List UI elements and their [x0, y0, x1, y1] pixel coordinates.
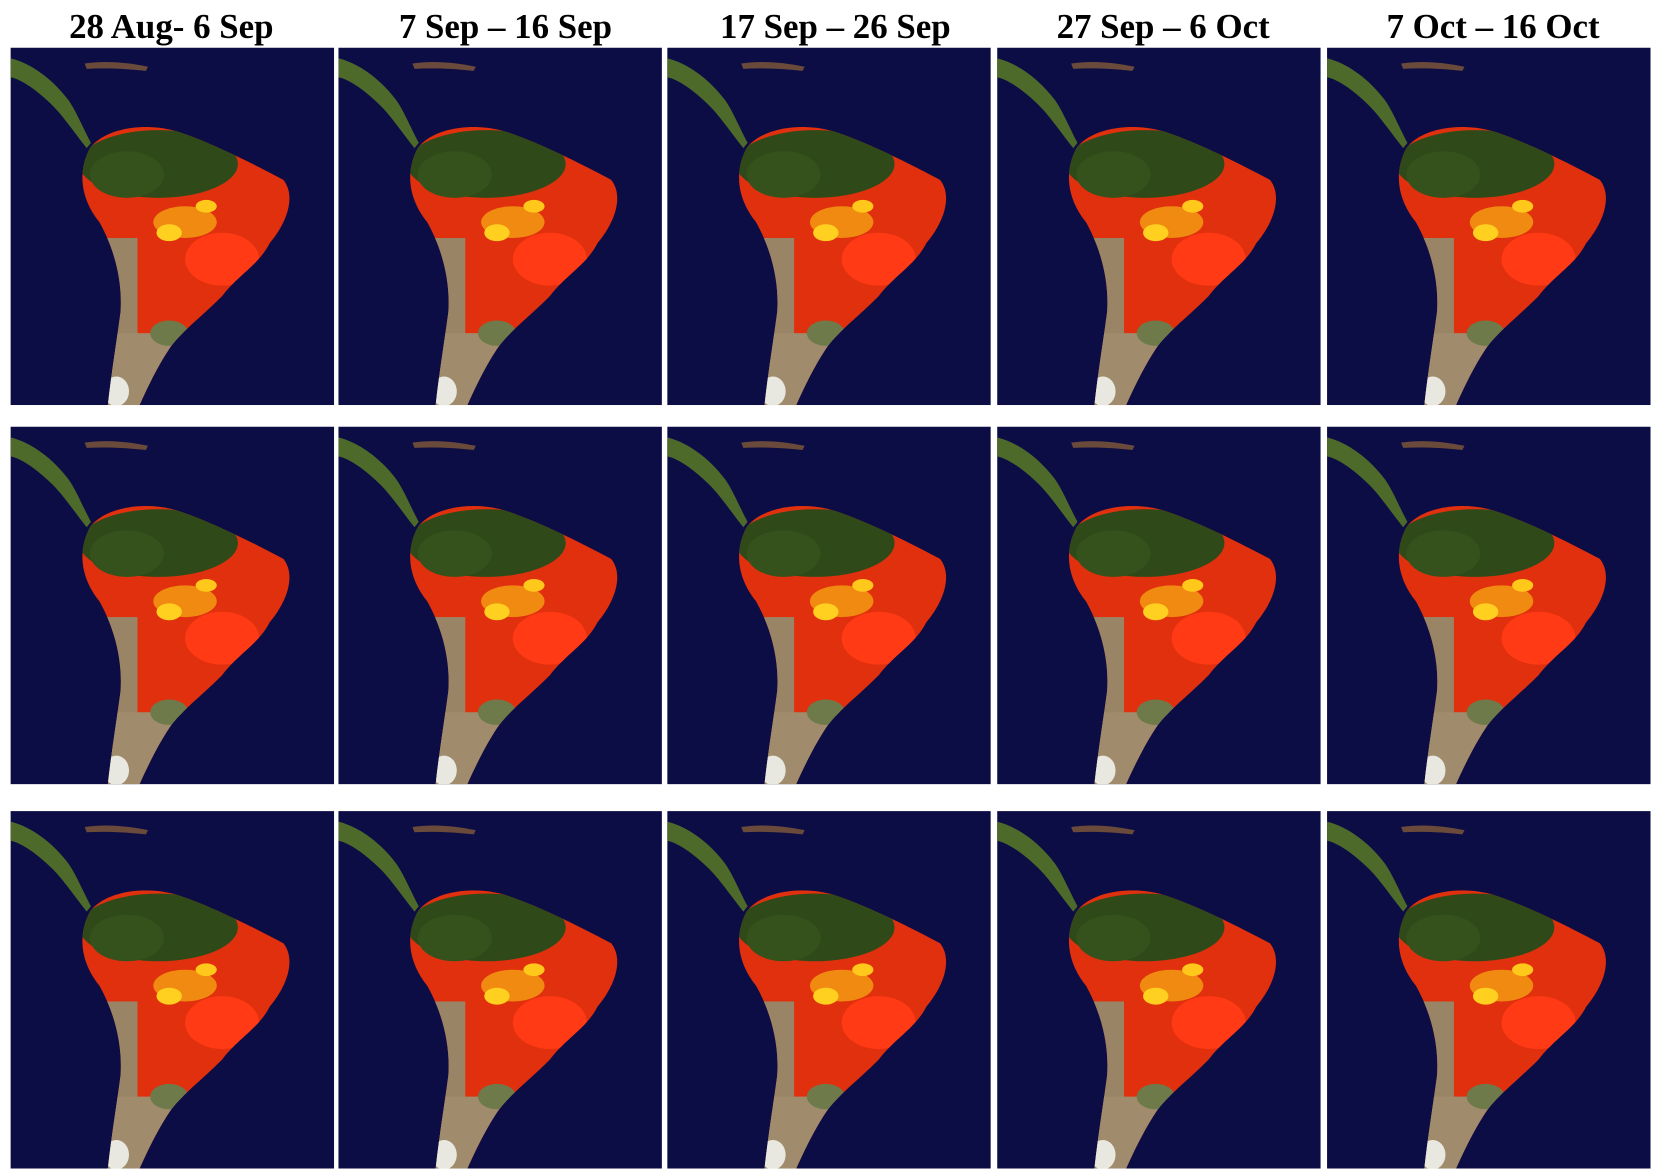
fire-map [1327, 427, 1651, 797]
column-header: 27 Sep – 6 Oct [1057, 7, 1271, 46]
fire-map [667, 48, 991, 418]
fire-map [997, 427, 1321, 797]
fire-map [11, 427, 335, 797]
map-grid: 28 Aug- 6 Sep 7 Sep – 16 Sep 17 Sep – 26… [0, 0, 1658, 1176]
fire-map [11, 811, 335, 1176]
fire-map [338, 427, 662, 797]
column-header: 17 Sep – 26 Sep [720, 7, 951, 46]
column-header: 28 Aug- 6 Sep [69, 7, 273, 46]
fire-map [997, 811, 1321, 1176]
column-header: 7 Sep – 16 Sep [399, 7, 612, 46]
fire-map [997, 48, 1321, 418]
page: 28 Aug- 6 Sep 7 Sep – 16 Sep 17 Sep – 26… [0, 0, 1658, 1176]
column-header: 7 Oct – 16 Oct [1387, 7, 1600, 46]
fire-map [338, 811, 662, 1176]
fire-map [1327, 811, 1651, 1176]
fire-map [667, 427, 991, 797]
map-panels [11, 48, 1651, 1176]
fire-map [667, 811, 991, 1176]
fire-map [11, 48, 335, 418]
fire-map [1327, 48, 1651, 418]
fire-map [338, 48, 662, 418]
